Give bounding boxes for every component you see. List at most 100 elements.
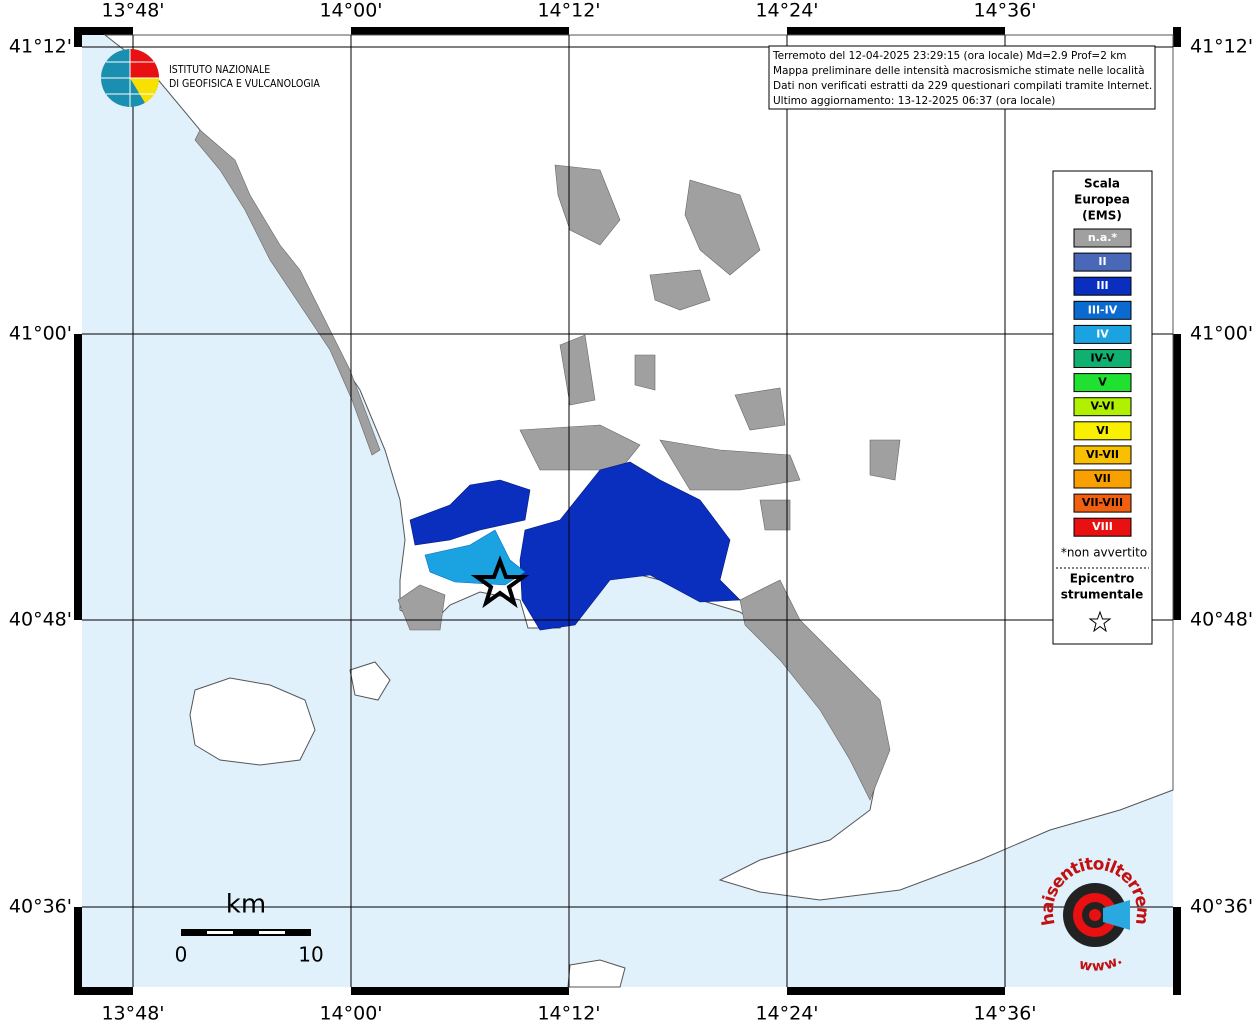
legend-star <box>1088 610 1112 633</box>
legend-swatch <box>1073 276 1132 296</box>
legend-label: V-VI <box>1090 400 1114 413</box>
logo-wedge <box>130 49 159 78</box>
latitude-label: 40°48' <box>1190 609 1253 631</box>
legend-label: n.a.* <box>1088 231 1118 244</box>
area-iii <box>409 479 531 546</box>
capri <box>567 959 626 988</box>
legend-swatch <box>1073 517 1132 537</box>
legend-label: IV-V <box>1090 352 1115 365</box>
legend-label: VI-VII <box>1086 448 1119 461</box>
area-na <box>759 499 791 531</box>
legend-epicenter: strumentale <box>1061 588 1144 602</box>
frame-segment <box>1173 47 1181 334</box>
area-na <box>634 354 656 391</box>
inset-box <box>768 45 1156 110</box>
legend-label: II <box>1098 255 1106 268</box>
info-line: Ultimo aggiornamento: 13-12-2025 06:37 (… <box>773 95 1055 107</box>
intensity-na <box>194 129 901 801</box>
legend-label: III-IV <box>1088 303 1118 316</box>
longitude-label: 14°12' <box>537 0 600 22</box>
info-line: Terremoto del 12-04-2025 23:29:15 (ora l… <box>772 50 1127 62</box>
legend-title: (EMS) <box>1082 209 1122 223</box>
legend-swatch <box>1073 445 1132 465</box>
legend-swatch <box>1073 252 1132 272</box>
scale-bar <box>181 929 311 936</box>
frame-segment <box>74 47 82 334</box>
legend-label: VI <box>1096 424 1109 437</box>
area-na <box>684 179 761 276</box>
area-na <box>734 387 786 431</box>
frame-segment <box>1173 620 1181 907</box>
scale-start: 0 <box>175 943 188 967</box>
legend-title: Scala <box>1084 177 1120 191</box>
latitude-label: 41°00' <box>9 323 72 345</box>
legend-title: Europea <box>1074 193 1130 207</box>
ischia <box>189 677 316 766</box>
legend-label: IV <box>1096 327 1109 340</box>
frame-segment <box>74 620 82 907</box>
legend-label: V <box>1098 376 1107 389</box>
legend-swatch <box>1073 469 1132 489</box>
logo-wedge <box>130 78 160 103</box>
longitude-label: 14°36' <box>973 0 1036 22</box>
logo-text: DI GEOFISICA E VULCANOLOGIA <box>169 78 320 90</box>
longitude-label: 14°36' <box>973 1003 1036 1024</box>
area-na <box>554 164 621 246</box>
longitude-label: 14°12' <box>537 1003 600 1024</box>
logo-grid <box>101 49 159 107</box>
latitude-label: 41°12' <box>9 36 72 58</box>
legend-label: VII-VIII <box>1082 496 1123 509</box>
longitude-label: 14°00' <box>319 0 382 22</box>
scale-bar-segment <box>259 931 285 934</box>
graticule <box>82 35 1173 987</box>
latitude-label: 41°12' <box>1190 36 1253 58</box>
legend-swatch <box>1073 493 1132 513</box>
area-na <box>194 129 381 456</box>
longitude-label: 14°24' <box>755 1003 818 1024</box>
longitude-label: 13°48' <box>101 1003 164 1024</box>
latitude-label: 40°36' <box>1190 896 1253 918</box>
scale-unit: km <box>226 890 266 920</box>
legend-label: VII <box>1094 472 1111 485</box>
area-na <box>659 439 801 491</box>
watermark-ring <box>1089 909 1101 921</box>
legend-label: III <box>1096 279 1108 292</box>
watermark-speaker <box>1103 900 1130 930</box>
legend-swatch <box>1073 228 1132 248</box>
legend-epicenter: Epicentro <box>1070 572 1135 586</box>
scale-bar-segment <box>207 931 233 934</box>
scale-end: 10 <box>298 943 323 967</box>
legend-label: VIII <box>1092 520 1113 533</box>
latitude-label: 40°36' <box>9 896 72 918</box>
area-na <box>869 439 901 481</box>
latitude-label: 41°00' <box>1190 323 1253 345</box>
logo-text: ISTITUTO NAZIONALE <box>169 64 270 76</box>
frame-ticks <box>74 27 1181 995</box>
intensity-areas <box>409 461 741 631</box>
area-na <box>519 424 641 471</box>
area-na <box>397 584 446 631</box>
area-iv <box>424 529 526 586</box>
frame-segment <box>569 27 787 35</box>
legend-swatch <box>1073 300 1132 320</box>
latitude-label: 40°48' <box>9 609 72 631</box>
longitude-label: 13°48' <box>101 0 164 22</box>
info-line: Dati non verificati estratti da 229 ques… <box>773 80 1152 92</box>
procida <box>349 661 391 701</box>
scale-bar-frame <box>181 929 311 936</box>
area-na <box>649 269 711 311</box>
legend-note: *non avvertito <box>1061 546 1147 560</box>
legend-swatch <box>1073 324 1132 344</box>
epicenter-star <box>470 555 530 609</box>
ingv-logo <box>101 49 160 107</box>
frame-segment <box>133 987 351 995</box>
longitude-label: 14°00' <box>319 1003 382 1024</box>
legend-swatch <box>1073 397 1132 417</box>
info-line: Mappa preliminare delle intensità macros… <box>773 65 1145 77</box>
frame-segment <box>133 27 351 35</box>
frame-segment <box>1005 27 1173 35</box>
frame-segment <box>569 987 787 995</box>
longitude-label: 14°24' <box>755 0 818 22</box>
legend-swatch <box>1073 373 1132 393</box>
